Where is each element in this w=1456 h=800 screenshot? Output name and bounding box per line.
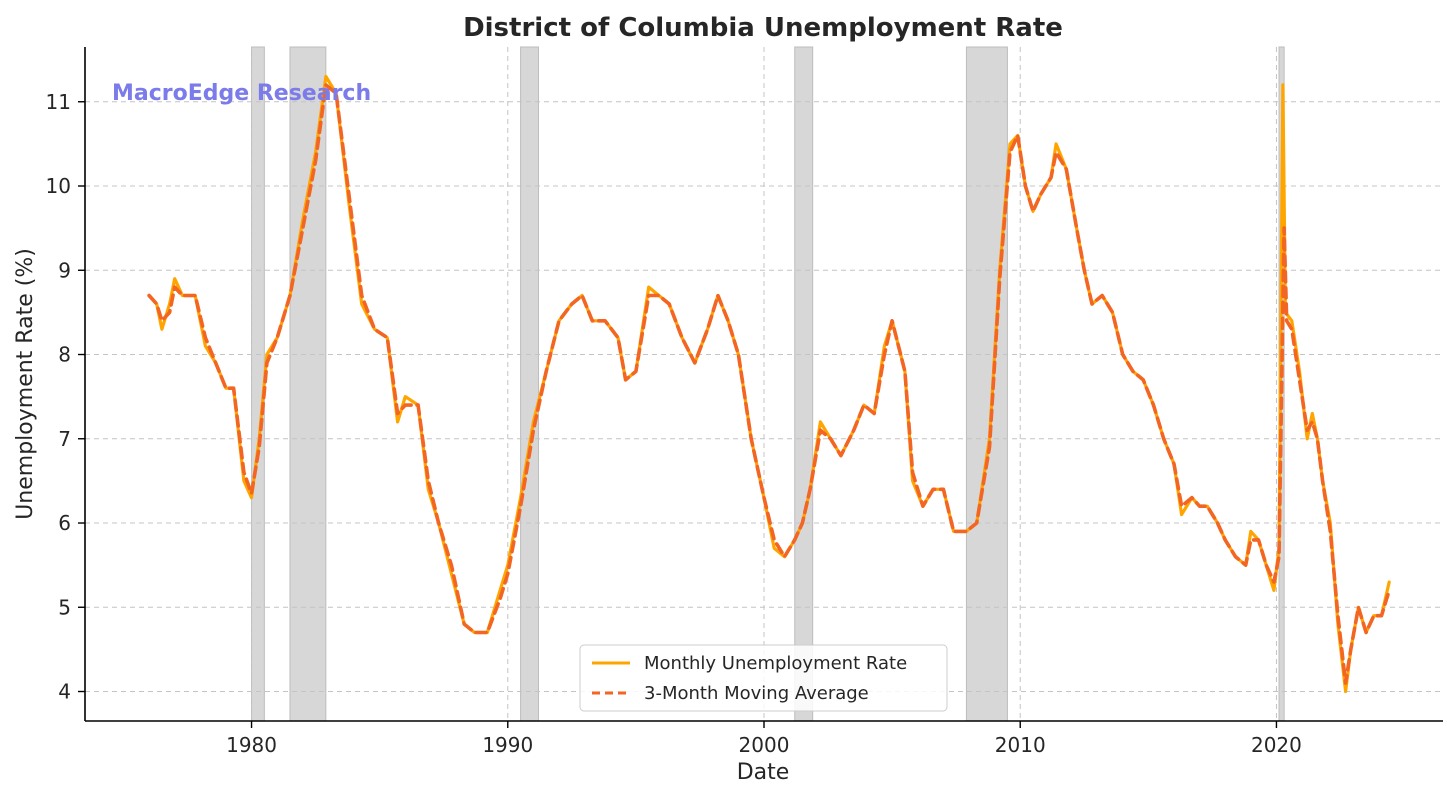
y-tick-label-10: 10 — [46, 174, 71, 198]
recession-band-5 — [965, 46, 1008, 722]
y-tick-label-11: 11 — [46, 90, 71, 114]
y-tick-label-6: 6 — [58, 511, 71, 535]
y-axis-label: Unemployment Rate (%) — [13, 248, 38, 520]
grid-lines — [85, 47, 1443, 721]
y-tick-label-7: 7 — [58, 427, 71, 451]
recession-band-4 — [794, 46, 814, 722]
recession-band-1 — [251, 46, 265, 722]
x-axis-ticks: 1980 1990 2000 2010 2020 — [226, 721, 1302, 757]
x-axis-label: Date — [737, 760, 790, 785]
legend-label-monthly: Monthly Unemployment Rate — [644, 653, 907, 674]
legend-label-moving-average: 3-Month Moving Average — [644, 683, 869, 704]
y-tick-label-8: 8 — [58, 343, 71, 367]
recession-band-2 — [289, 46, 327, 722]
x-tick-label-1990: 1990 — [482, 733, 533, 757]
plot-area — [85, 46, 1443, 722]
recession-band-3 — [520, 46, 540, 722]
watermark-text: MacroEdge Research — [112, 81, 371, 106]
series-lines — [147, 74, 1391, 694]
y-tick-label-4: 4 — [58, 680, 71, 704]
series-line-monthly — [147, 74, 1391, 694]
x-tick-label-2020: 2020 — [1251, 733, 1302, 757]
x-tick-label-1980: 1980 — [226, 733, 277, 757]
y-axis-ticks: 4 5 6 7 8 9 10 11 — [46, 90, 85, 704]
recession-bands — [251, 46, 1285, 722]
x-tick-label-2000: 2000 — [739, 733, 790, 757]
x-tick-label-2010: 2010 — [995, 733, 1046, 757]
chart-title: District of Columbia Unemployment Rate — [463, 13, 1063, 43]
legend: Monthly Unemployment Rate 3-Month Moving… — [579, 644, 948, 712]
series-line-moving-average — [147, 83, 1391, 685]
y-tick-label-9: 9 — [58, 258, 71, 282]
legend-box — [579, 644, 948, 712]
y-tick-label-5: 5 — [58, 595, 71, 619]
